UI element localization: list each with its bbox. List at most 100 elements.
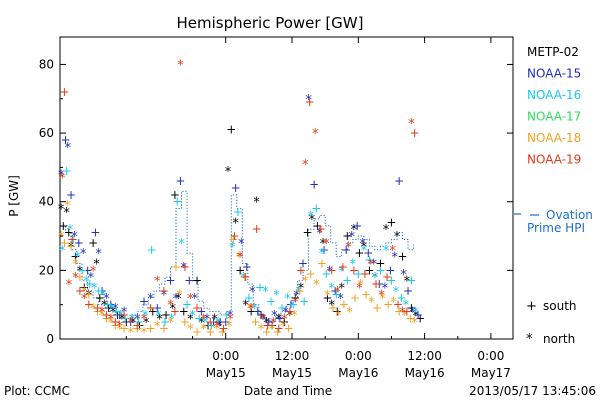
series-point-metp-02: * (242, 299, 249, 314)
series-point-noaa-18: * (127, 326, 134, 341)
series-point-noaa-19: * (167, 299, 174, 314)
series-point-noaa-19: * (200, 312, 207, 327)
series-point-noaa-16: + (277, 301, 287, 315)
series-point-noaa-18: * (247, 302, 254, 317)
series-point-noaa-19: + (146, 301, 156, 315)
series-point-noaa-16: + (375, 263, 385, 277)
y-tick-label: 40 (39, 195, 54, 209)
series-point-noaa-18: + (350, 291, 360, 305)
series-point-noaa-16: * (109, 302, 116, 317)
series-point-noaa-18: + (75, 270, 85, 284)
series-point-noaa-19: * (81, 292, 88, 307)
series-point-noaa-15: * (95, 247, 102, 262)
series-point-noaa-16: * (83, 275, 90, 290)
series-point-noaa-16: * (240, 271, 247, 286)
series-point-noaa-15: + (264, 315, 274, 329)
series-point-noaa-15: + (209, 315, 219, 329)
series-point-metp-02: * (77, 264, 84, 279)
series-point-metp-02: + (203, 318, 213, 332)
series-point-noaa-15: * (103, 292, 110, 307)
series-point-noaa-18: * (324, 288, 331, 303)
legend-noaa-18: NOAA-18 (527, 131, 581, 145)
series-point-noaa-16: + (94, 284, 104, 298)
series-point-noaa-18: + (262, 325, 272, 339)
series-point-noaa-19: * (302, 158, 309, 173)
y-tick-label: 80 (39, 57, 54, 71)
series-point-metp-02: + (322, 291, 332, 305)
series-point-metp-02: * (85, 288, 92, 303)
series-point-noaa-16: + (182, 298, 192, 312)
legend-noaa-15: NOAA-15 (527, 67, 581, 81)
series-point-noaa-19: * (127, 316, 134, 331)
series-point-noaa-19: + (274, 322, 284, 336)
series-point-noaa-16: * (201, 316, 208, 331)
series-point-metp-02: * (309, 213, 316, 228)
series-point-noaa-18: * (368, 295, 375, 310)
series-point-metp-02: * (130, 316, 137, 331)
series-point-noaa-19: + (75, 284, 85, 298)
series-point-noaa-18: + (317, 257, 327, 271)
series-point-noaa-16: + (147, 243, 157, 257)
series-point-noaa-18: * (302, 275, 309, 290)
series-point-noaa-15: + (74, 236, 84, 250)
series-point-noaa-19: + (305, 95, 315, 109)
series-point-noaa-16: * (350, 258, 357, 273)
series-point-noaa-18: + (284, 322, 294, 336)
series-point-metp-02: * (58, 203, 65, 218)
series-point-noaa-19: + (263, 318, 273, 332)
series-point-noaa-19: + (67, 232, 77, 246)
series-point-noaa-19: * (72, 271, 79, 286)
series-point-noaa-16: + (244, 291, 254, 305)
series-point-noaa-16: * (308, 209, 315, 224)
series-point-noaa-16: * (338, 264, 345, 279)
series-point-noaa-18: * (200, 323, 207, 338)
series-point-noaa-15: + (106, 298, 116, 312)
ovation-hpi-line (60, 190, 415, 323)
series-point-noaa-19: * (248, 302, 255, 317)
series-point-noaa-18: * (154, 319, 161, 334)
series-point-metp-02: + (375, 257, 385, 271)
series-point-noaa-19: * (292, 295, 299, 310)
series-point-noaa-19: + (285, 305, 295, 319)
series-point-metp-02: * (263, 316, 270, 331)
series-point-noaa-15: + (275, 311, 285, 325)
series-point-noaa-18: * (390, 295, 397, 310)
series-point-noaa-18: + (372, 301, 382, 315)
series-point-noaa-18: * (99, 309, 106, 324)
ovation-label: Ovation (546, 208, 593, 222)
series-point-noaa-16: * (383, 244, 390, 259)
series-point-metp-02: * (404, 275, 411, 290)
series-point-noaa-15: * (192, 292, 199, 307)
series-point-metp-02: * (287, 309, 294, 324)
series-point-noaa-15: + (97, 284, 107, 298)
x-tick-date-label: May15 (272, 366, 312, 380)
series-point-metp-02: + (95, 291, 105, 305)
legend-metp-02: METP-02 (527, 45, 579, 59)
x-tick-time-label: 0:00 (477, 349, 504, 363)
series-point-noaa-16: * (142, 309, 149, 324)
series-point-noaa-18: * (411, 316, 418, 331)
series-point-noaa-16: + (62, 164, 72, 178)
chart-title: Hemispheric Power [GW] (177, 14, 364, 32)
series-point-noaa-16: + (172, 195, 182, 209)
series-point-noaa-18: + (192, 325, 202, 339)
series-point-noaa-16: + (222, 308, 232, 322)
series-point-metp-02: + (235, 263, 245, 277)
series-point-noaa-16: + (266, 294, 276, 308)
series-point-noaa-15: + (352, 219, 362, 233)
series-point-metp-02: + (342, 229, 352, 243)
series-point-noaa-16: + (406, 274, 416, 288)
series-point-metp-02: + (415, 311, 425, 325)
series-point-noaa-18: * (226, 319, 233, 334)
series-point-noaa-19: * (154, 275, 161, 290)
series-point-noaa-18: + (306, 267, 316, 281)
series-point-noaa-16: + (206, 318, 216, 332)
series-point-noaa-19: + (349, 263, 359, 277)
series-point-noaa-19: + (180, 260, 190, 274)
series-point-noaa-16: * (295, 285, 302, 300)
series-point-noaa-19: + (101, 308, 111, 322)
series-point-noaa-16: + (194, 311, 204, 325)
series-point-noaa-15: * (173, 292, 180, 307)
series-point-noaa-18: + (205, 325, 215, 339)
ovation-label-2: Prime HPI (527, 221, 585, 235)
